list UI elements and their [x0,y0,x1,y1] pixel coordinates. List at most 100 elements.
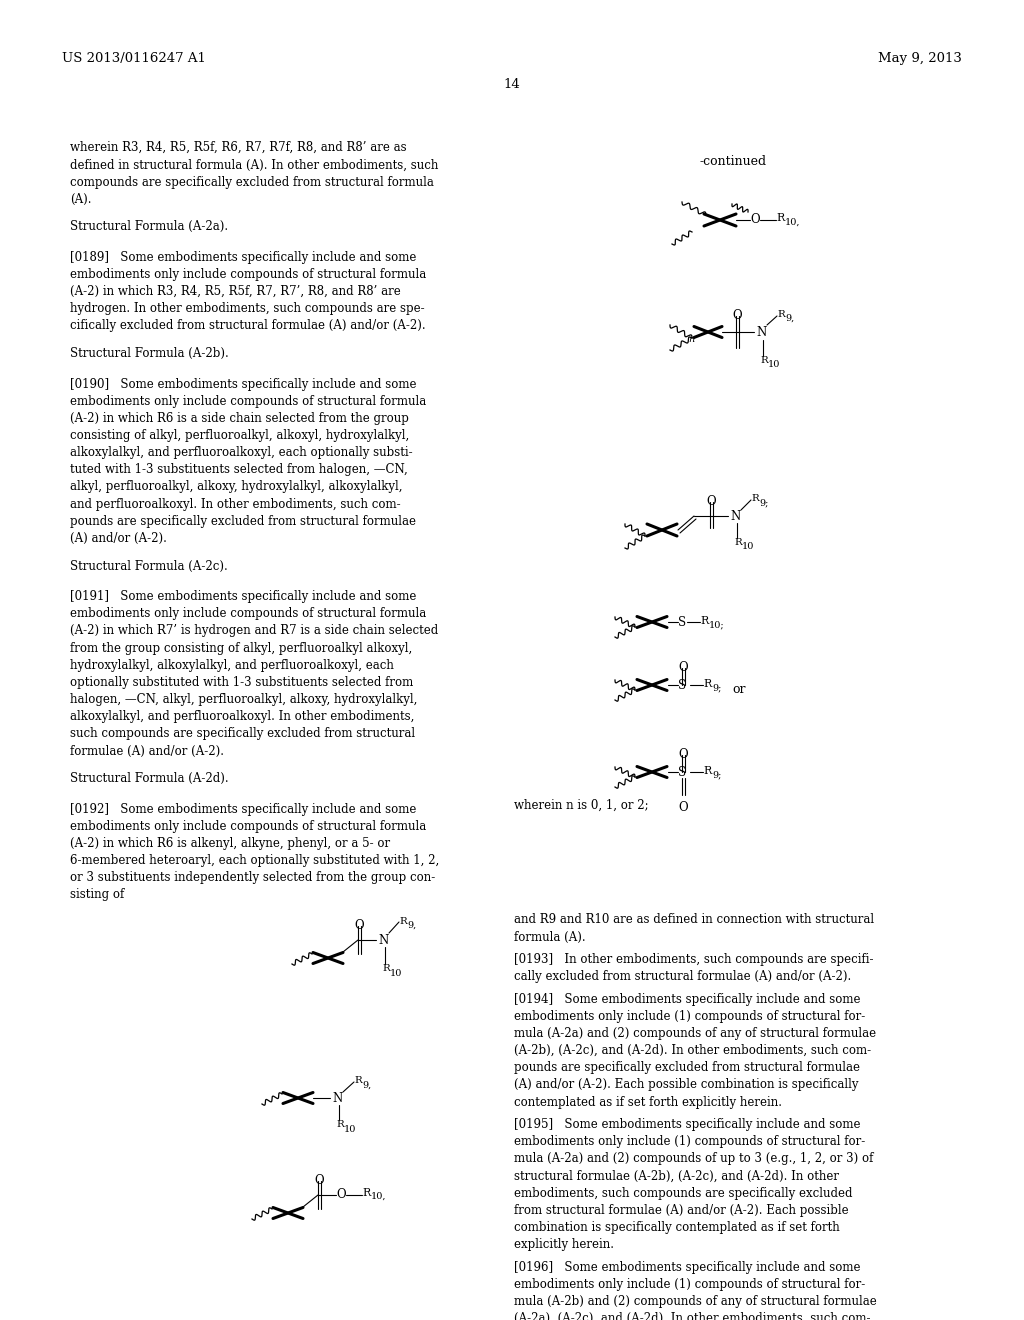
Text: R: R [776,213,784,223]
Text: cally excluded from structural formulae (A) and/or (A-2).: cally excluded from structural formulae … [514,970,851,983]
Text: 10: 10 [768,360,780,370]
Text: (A-2a), (A-2c), and (A-2d). In other embodiments, such com-: (A-2a), (A-2c), and (A-2d). In other emb… [514,1312,870,1320]
Text: [0196]   Some embodiments specifically include and some: [0196] Some embodiments specifically inc… [514,1261,860,1274]
Text: 10: 10 [390,969,402,978]
Text: tuted with 1-3 substituents selected from halogen, —CN,: tuted with 1-3 substituents selected fro… [70,463,408,477]
Text: pounds are specifically excluded from structural formulae: pounds are specifically excluded from st… [514,1061,860,1074]
Text: -continued: -continued [700,154,767,168]
Text: R: R [700,616,709,626]
Text: from the group consisting of alkyl, perfluoroalkyl alkoxyl,: from the group consisting of alkyl, perf… [70,642,412,655]
Text: combination is specifically contemplated as if set forth: combination is specifically contemplated… [514,1221,840,1234]
Text: 6-membered heteroaryl, each optionally substituted with 1, 2,: 6-membered heteroaryl, each optionally s… [70,854,439,867]
Text: R: R [354,1076,361,1085]
Text: 9,: 9, [785,314,795,323]
Text: explicitly herein.: explicitly herein. [514,1238,614,1251]
Text: [0191]   Some embodiments specifically include and some: [0191] Some embodiments specifically inc… [70,590,416,603]
Text: 10: 10 [742,543,755,550]
Text: Structural Formula (A-2a).: Structural Formula (A-2a). [70,220,227,234]
Text: O: O [678,748,688,762]
Text: R: R [751,494,759,503]
Text: [0193]   In other embodiments, such compounds are specifi-: [0193] In other embodiments, such compou… [514,953,873,966]
Text: N: N [756,326,766,339]
Text: mula (A-2b) and (2) compounds of any of structural formulae: mula (A-2b) and (2) compounds of any of … [514,1295,877,1308]
Text: (A-2) in which R6 is a side chain selected from the group: (A-2) in which R6 is a side chain select… [70,412,409,425]
Text: S: S [678,616,686,630]
Text: 10;: 10; [709,620,725,630]
Text: 9;: 9; [712,682,721,692]
Text: pounds are specifically excluded from structural formulae: pounds are specifically excluded from st… [70,515,416,528]
Text: alkyl, perfluoroalkyl, alkoxy, hydroxylalkyl, alkoxylalkyl,: alkyl, perfluoroalkyl, alkoxy, hydroxyla… [70,480,402,494]
Text: O: O [732,309,741,322]
Text: R: R [703,766,712,776]
Text: [0189]   Some embodiments specifically include and some: [0189] Some embodiments specifically inc… [70,251,416,264]
Text: formula (A).: formula (A). [514,931,586,944]
Text: formulae (A) and/or (A-2).: formulae (A) and/or (A-2). [70,744,223,758]
Text: alkoxylalkyl, and perfluoroalkoxyl. In other embodiments,: alkoxylalkyl, and perfluoroalkoxyl. In o… [70,710,414,723]
Text: (A).: (A). [70,193,91,206]
Text: O: O [314,1173,324,1187]
Text: contemplated as if set forth explicitly herein.: contemplated as if set forth explicitly … [514,1096,782,1109]
Text: N: N [730,510,740,523]
Text: from structural formulae (A) and/or (A-2). Each possible: from structural formulae (A) and/or (A-2… [514,1204,849,1217]
Text: and perfluoroalkoxyl. In other embodiments, such com-: and perfluoroalkoxyl. In other embodimen… [70,498,400,511]
Text: R: R [734,539,741,546]
Text: 10,: 10, [785,218,801,227]
Text: US 2013/0116247 A1: US 2013/0116247 A1 [62,51,206,65]
Text: (A) and/or (A-2). Each possible combination is specifically: (A) and/or (A-2). Each possible combinat… [514,1078,858,1092]
Text: embodiments only include compounds of structural formula: embodiments only include compounds of st… [70,268,426,281]
Text: O: O [750,213,760,226]
Text: 9;: 9; [712,770,721,779]
Text: n: n [688,335,694,345]
Text: defined in structural formula (A). In other embodiments, such: defined in structural formula (A). In ot… [70,158,438,172]
Text: 14: 14 [504,78,520,91]
Text: R: R [382,964,390,973]
Text: or: or [732,682,745,696]
Text: O: O [678,661,688,675]
Text: N: N [378,935,388,946]
Text: May 9, 2013: May 9, 2013 [879,51,962,65]
Text: O: O [678,801,688,814]
Text: embodiments only include (1) compounds of structural for-: embodiments only include (1) compounds o… [514,1010,865,1023]
Text: compounds are specifically excluded from structural formula: compounds are specifically excluded from… [70,176,433,189]
Text: S: S [678,766,686,779]
Text: S: S [678,678,686,692]
Text: Structural Formula (A-2c).: Structural Formula (A-2c). [70,560,227,573]
Text: wherein R3, R4, R5, R5f, R6, R7, R7f, R8, and R8’ are as: wherein R3, R4, R5, R5f, R6, R7, R7f, R8… [70,141,407,154]
Text: cifically excluded from structural formulae (A) and/or (A-2).: cifically excluded from structural formu… [70,319,425,333]
Text: R: R [777,310,784,319]
Text: (A-2) in which R7’ is hydrogen and R7 is a side chain selected: (A-2) in which R7’ is hydrogen and R7 is… [70,624,438,638]
Text: embodiments only include (1) compounds of structural for-: embodiments only include (1) compounds o… [514,1135,865,1148]
Text: Structural Formula (A-2b).: Structural Formula (A-2b). [70,347,228,360]
Text: O: O [336,1188,346,1201]
Text: (A-2) in which R6 is alkenyl, alkyne, phenyl, or a 5- or: (A-2) in which R6 is alkenyl, alkyne, ph… [70,837,390,850]
Text: and R9 and R10 are as defined in connection with structural: and R9 and R10 are as defined in connect… [514,913,874,927]
Text: [0190]   Some embodiments specifically include and some: [0190] Some embodiments specifically inc… [70,378,416,391]
Text: 9;: 9; [759,498,768,507]
Text: embodiments only include (1) compounds of structural for-: embodiments only include (1) compounds o… [514,1278,865,1291]
Text: 10: 10 [344,1125,356,1134]
Text: 9,: 9, [362,1081,372,1090]
Text: (A-2) in which R3, R4, R5, R5f, R7, R7’, R8, and R8’ are: (A-2) in which R3, R4, R5, R5f, R7, R7’,… [70,285,400,298]
Text: embodiments only include compounds of structural formula: embodiments only include compounds of st… [70,395,426,408]
Text: hydroxylalkyl, alkoxylalkyl, and perfluoroalkoxyl, each: hydroxylalkyl, alkoxylalkyl, and perfluo… [70,659,393,672]
Text: R: R [336,1119,344,1129]
Text: O: O [354,919,364,932]
Text: R: R [703,678,712,689]
Text: embodiments only include compounds of structural formula: embodiments only include compounds of st… [70,607,426,620]
Text: or 3 substituents independently selected from the group con-: or 3 substituents independently selected… [70,871,435,884]
Text: 9,: 9, [407,921,416,931]
Text: sisting of: sisting of [70,888,124,902]
Text: R: R [399,917,407,927]
Text: R: R [760,356,768,366]
Text: R: R [362,1188,371,1199]
Text: [0194]   Some embodiments specifically include and some: [0194] Some embodiments specifically inc… [514,993,860,1006]
Text: [0195]   Some embodiments specifically include and some: [0195] Some embodiments specifically inc… [514,1118,860,1131]
Text: mula (A-2a) and (2) compounds of any of structural formulae: mula (A-2a) and (2) compounds of any of … [514,1027,877,1040]
Text: Structural Formula (A-2d).: Structural Formula (A-2d). [70,772,228,785]
Text: optionally substituted with 1-3 substituents selected from: optionally substituted with 1-3 substitu… [70,676,413,689]
Text: 10,: 10, [371,1192,386,1201]
Text: such compounds are specifically excluded from structural: such compounds are specifically excluded… [70,727,415,741]
Text: O: O [707,495,716,508]
Text: hydrogen. In other embodiments, such compounds are spe-: hydrogen. In other embodiments, such com… [70,302,424,315]
Text: N: N [332,1092,342,1105]
